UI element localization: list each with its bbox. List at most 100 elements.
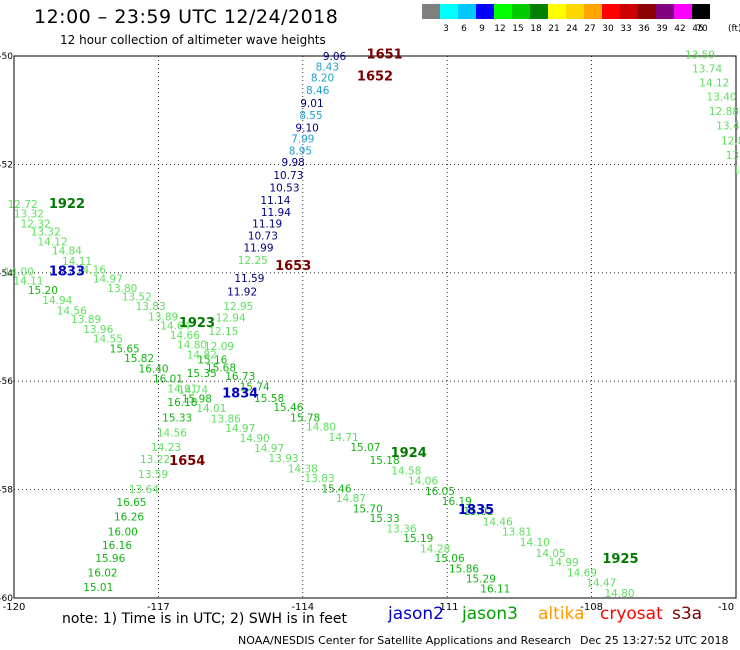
lon-tick-label: -108 bbox=[580, 602, 603, 613]
colorbar-label: 6 bbox=[461, 24, 467, 34]
swh-value: 15.07 bbox=[350, 442, 380, 454]
swh-value: 15.02 bbox=[463, 506, 493, 518]
swh-value: 16.02 bbox=[88, 567, 118, 579]
swh-value: 16.16 bbox=[102, 540, 132, 552]
colorbar-swatch-39 bbox=[638, 4, 656, 19]
swh-value: 14.58 bbox=[391, 465, 421, 477]
lon-tick-label: -120 bbox=[3, 602, 26, 613]
swh-value: 14.56 bbox=[157, 427, 187, 439]
swh-value: 10.73 bbox=[273, 170, 303, 182]
colorbar-swatch-21 bbox=[530, 4, 548, 19]
colorbar-swatch-42 bbox=[656, 4, 674, 19]
lon-tick-label: -114 bbox=[291, 602, 314, 613]
swh-value: 15.35 bbox=[187, 368, 217, 380]
pass-time-label: 1835 bbox=[458, 503, 494, 518]
swh-value: 8.95 bbox=[289, 146, 312, 158]
swh-value: 12.94 bbox=[216, 313, 246, 325]
swh-value: 12.32 bbox=[21, 218, 51, 230]
swh-value: 15.74 bbox=[240, 381, 270, 393]
swh-value: 13.32 bbox=[31, 226, 61, 238]
colorbar-swatch-30 bbox=[584, 4, 602, 19]
swh-value: 16.73 bbox=[225, 371, 255, 383]
swh-value: 14.80 bbox=[177, 340, 207, 352]
swh-value: 14.99 bbox=[549, 557, 579, 569]
colorbar-label: 45 bbox=[692, 24, 703, 34]
swh-value: 15.86 bbox=[449, 564, 479, 576]
lat-tick-label: -60 bbox=[0, 594, 13, 604]
credit-text: NOAA/NESDIS Center for Satellite Applica… bbox=[238, 634, 572, 647]
swh-value: 13.64 bbox=[129, 484, 159, 496]
swh-value: 9.10 bbox=[295, 122, 318, 134]
swh-value: 11.19 bbox=[252, 218, 282, 230]
swh-value: 13.86 bbox=[211, 413, 241, 425]
colorbar-label: 9 bbox=[479, 24, 485, 34]
swh-value: 16.18 bbox=[167, 397, 197, 409]
colorbar-label: 18 bbox=[530, 24, 542, 34]
swh-value: 10.53 bbox=[269, 183, 299, 195]
swh-value: 7.99 bbox=[291, 134, 314, 146]
swh-value: 14.82 bbox=[187, 349, 217, 361]
colorbar-swatch-3 bbox=[422, 4, 440, 19]
wave-height-values: 9.068.438.208.469.018.559.107.998.959.98… bbox=[4, 50, 740, 600]
swh-value: 14.16 bbox=[76, 264, 106, 276]
swh-value: 14.38 bbox=[288, 463, 318, 475]
swh-value: 13.36 bbox=[386, 523, 416, 535]
swh-value: 14.87 bbox=[336, 493, 366, 505]
swh-value: 16.00 bbox=[108, 527, 138, 539]
swh-value: 15.06 bbox=[435, 553, 465, 565]
swh-value: 14.80 bbox=[306, 422, 336, 434]
footer-note: note: 1) Time is in UTC; 2) SWH is in fe… bbox=[62, 611, 348, 627]
colorbar-label: 24 bbox=[566, 24, 578, 34]
swh-value: 14.69 bbox=[567, 567, 597, 579]
swh-value: 15.33 bbox=[370, 513, 400, 525]
swh-value: 11.59 bbox=[234, 273, 264, 285]
swh-value: 13.40 bbox=[707, 91, 737, 103]
pass-time-label: 1922 bbox=[49, 197, 85, 212]
map-title: 12:00 – 23:59 UTC 12/24/2018 bbox=[34, 6, 339, 28]
swh-value: 9.01 bbox=[300, 98, 323, 110]
swh-value: 14.06 bbox=[408, 476, 438, 488]
colorbar-label: 3 bbox=[443, 24, 449, 34]
swh-value: 14.80 bbox=[604, 588, 634, 600]
swh-value: 16.19 bbox=[442, 496, 472, 508]
colorbar-label: 27 bbox=[584, 24, 595, 34]
legend-jason2: jason2 bbox=[388, 604, 444, 624]
swh-value: 15.19 bbox=[403, 533, 433, 545]
colorbar-label: 33 bbox=[620, 24, 631, 34]
swh-value: 13.59 bbox=[685, 50, 715, 62]
swh-value: 15.58 bbox=[254, 393, 284, 405]
swh-value: 12.15 bbox=[208, 326, 238, 338]
graticule bbox=[14, 56, 736, 598]
swh-value: 12.83 bbox=[721, 135, 740, 147]
swh-value: 13.96 bbox=[83, 324, 113, 336]
legend-altika: altika bbox=[538, 604, 585, 624]
swh-value: 14.84 bbox=[52, 245, 82, 257]
swh-value: 13.83 bbox=[305, 473, 335, 485]
legend-jason3: jason3 bbox=[462, 604, 518, 624]
colorbar-label: 36 bbox=[638, 24, 650, 34]
lon-tick-label: -10 bbox=[718, 602, 734, 613]
swh-value: 15.33 bbox=[162, 412, 192, 424]
swh-value: 13.89 bbox=[71, 314, 101, 326]
pass-time-label: 1652 bbox=[357, 69, 393, 84]
swh-value: 14.01 bbox=[196, 403, 226, 415]
colorbar-swatch-45 bbox=[674, 4, 692, 19]
swh-value: 13.40 bbox=[716, 121, 740, 133]
swh-value: 13.80 bbox=[107, 283, 137, 295]
swh-value: 9.06 bbox=[323, 51, 347, 63]
pass-time-label: 1653 bbox=[275, 259, 311, 274]
legend-s3a: s3a bbox=[672, 604, 703, 624]
swh-value: 12.09 bbox=[204, 341, 234, 353]
swh-value: 14.90 bbox=[240, 433, 270, 445]
pass-time-label: 1924 bbox=[391, 446, 427, 461]
swh-value: 15.65 bbox=[110, 343, 140, 355]
pass-time-label: 1925 bbox=[602, 552, 638, 567]
colorbar-label: 15 bbox=[512, 24, 523, 34]
colorbar-swatch-36 bbox=[620, 4, 638, 19]
swh-value: 11.14 bbox=[260, 195, 290, 207]
colorbar-swatch-6 bbox=[440, 4, 458, 19]
swh-value: 14.28 bbox=[420, 543, 450, 555]
swh-value: 16.05 bbox=[425, 486, 455, 498]
